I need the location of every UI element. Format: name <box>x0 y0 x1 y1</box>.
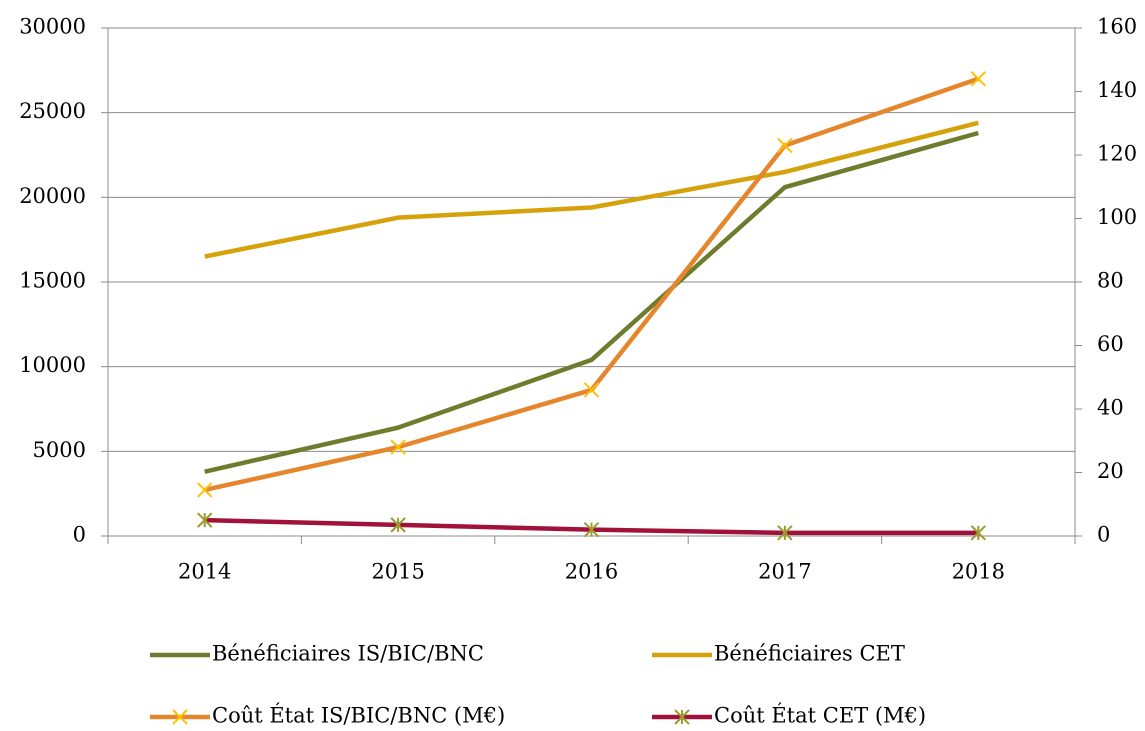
x-tick-label: 2014 <box>178 560 231 584</box>
y-tick-label: 15000 <box>19 269 86 293</box>
y-tick-label: 10000 <box>19 353 86 377</box>
y2-tick-label: 60 <box>1097 332 1124 356</box>
data-marker <box>777 137 793 154</box>
x-tick-label: 2015 <box>371 560 424 584</box>
y2-tick-label: 160 <box>1097 15 1137 39</box>
data-marker <box>196 482 213 498</box>
x-tick-label: 2018 <box>952 560 1005 584</box>
series-line <box>204 76 980 493</box>
series-line <box>204 120 979 259</box>
data-marker <box>970 525 987 541</box>
y2-tick-label: 40 <box>1097 396 1124 420</box>
y2-tick-label: 80 <box>1097 269 1124 293</box>
x-tick-label: 2016 <box>565 560 618 584</box>
y-tick-label: 30000 <box>19 15 86 39</box>
data-marker <box>390 517 406 533</box>
y2-tick-label: 20 <box>1097 459 1124 483</box>
data-marker <box>583 521 600 538</box>
legend-label: Bénéficiaires CET <box>714 642 905 666</box>
y-tick-label: 0 <box>73 523 86 547</box>
y-tick-label: 20000 <box>19 184 86 208</box>
legend-label: Coût État CET (M€) <box>714 704 926 728</box>
legend-marker <box>172 709 188 725</box>
data-marker <box>970 71 987 87</box>
y-tick-label: 5000 <box>33 438 86 462</box>
x-tick-label: 2017 <box>758 560 811 584</box>
legend-label: Coût État IS/BIC/BNC (M€) <box>212 704 505 728</box>
y2-tick-label: 0 <box>1097 523 1110 547</box>
data-marker <box>777 525 793 541</box>
y2-tick-label: 140 <box>1097 78 1137 102</box>
data-marker <box>583 382 600 398</box>
y2-tick-label: 120 <box>1097 142 1137 166</box>
legend-marker <box>674 709 690 725</box>
data-marker <box>390 439 406 455</box>
y-tick-label: 25000 <box>19 99 86 123</box>
data-marker <box>196 512 213 528</box>
y2-tick-label: 100 <box>1097 205 1137 229</box>
legend-label: Bénéficiaires IS/BIC/BNC <box>212 642 484 666</box>
series-line <box>204 130 979 474</box>
